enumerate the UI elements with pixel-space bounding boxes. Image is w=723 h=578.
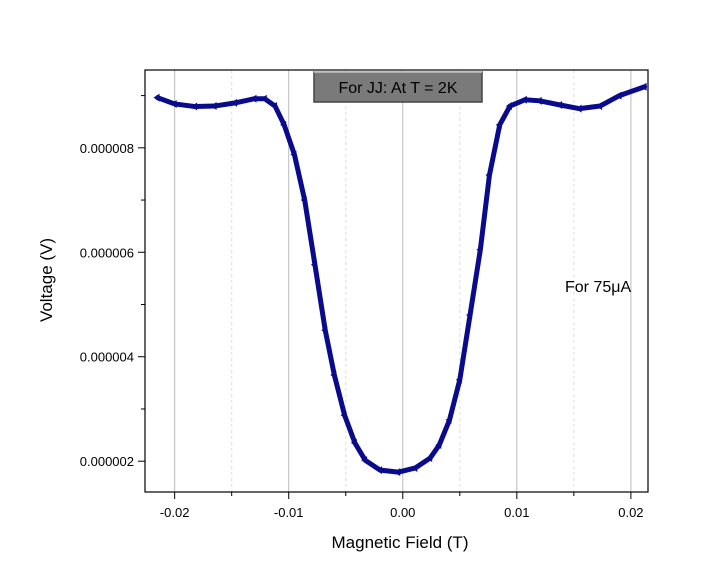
data-point xyxy=(260,94,267,103)
data-point xyxy=(535,96,542,105)
data-series xyxy=(153,82,648,477)
chart-title: For JJ: At T = 2K xyxy=(338,80,457,97)
data-point xyxy=(210,102,217,111)
data-point xyxy=(340,411,347,420)
axis-ticks: -0.02 -0.01 0.00 0.01 0.02 0.000002 0.000004 0.… xyxy=(80,95,644,520)
data-point xyxy=(466,310,473,319)
data-point xyxy=(250,94,257,103)
title-box: For JJ: At T = 2K xyxy=(313,71,483,103)
data-point xyxy=(310,260,317,269)
y-axis-label: Voltage (V) xyxy=(37,238,56,322)
data-point xyxy=(445,415,452,424)
data-point xyxy=(280,120,287,129)
grid xyxy=(174,70,632,492)
data-point xyxy=(290,150,297,159)
x-tick-label: 0.00 xyxy=(390,505,415,520)
data-point xyxy=(596,102,603,111)
data-point xyxy=(556,100,563,109)
data-point xyxy=(615,91,622,100)
data-point xyxy=(520,95,527,104)
x-tick-label: 0.02 xyxy=(618,505,643,520)
x-tick-label: -0.01 xyxy=(274,505,304,520)
x-tick-label: 0.01 xyxy=(504,505,529,520)
data-point xyxy=(476,245,483,254)
data-point xyxy=(495,120,502,129)
data-point xyxy=(485,170,492,179)
data-point xyxy=(426,454,433,463)
data-point xyxy=(640,82,647,91)
x-tick-label: -0.02 xyxy=(160,505,190,520)
data-point xyxy=(411,463,418,472)
data-point xyxy=(375,466,382,475)
y-tick-label: 0.000004 xyxy=(80,350,134,365)
data-point xyxy=(575,104,582,113)
y-tick-label: 0.000008 xyxy=(80,141,134,156)
x-axis-label: Magnetic Field (T) xyxy=(332,533,469,552)
plot-frame xyxy=(144,69,649,493)
data-point xyxy=(505,102,512,111)
data-point xyxy=(191,102,198,111)
y-tick-label: 0.000006 xyxy=(80,245,134,260)
data-point xyxy=(455,375,462,384)
data-point xyxy=(361,456,368,465)
data-point xyxy=(231,98,238,107)
data-point xyxy=(321,326,328,335)
data-point xyxy=(394,468,401,477)
data-point xyxy=(153,93,160,102)
data-point xyxy=(271,102,278,111)
y-tick-label: 0.000002 xyxy=(80,454,134,469)
data-point xyxy=(435,440,442,449)
data-point xyxy=(170,99,177,108)
data-point xyxy=(350,438,357,447)
data-point xyxy=(300,196,307,205)
annotation: For 75μA xyxy=(565,279,631,296)
data-point xyxy=(330,371,337,380)
title-box-bg xyxy=(313,71,483,103)
